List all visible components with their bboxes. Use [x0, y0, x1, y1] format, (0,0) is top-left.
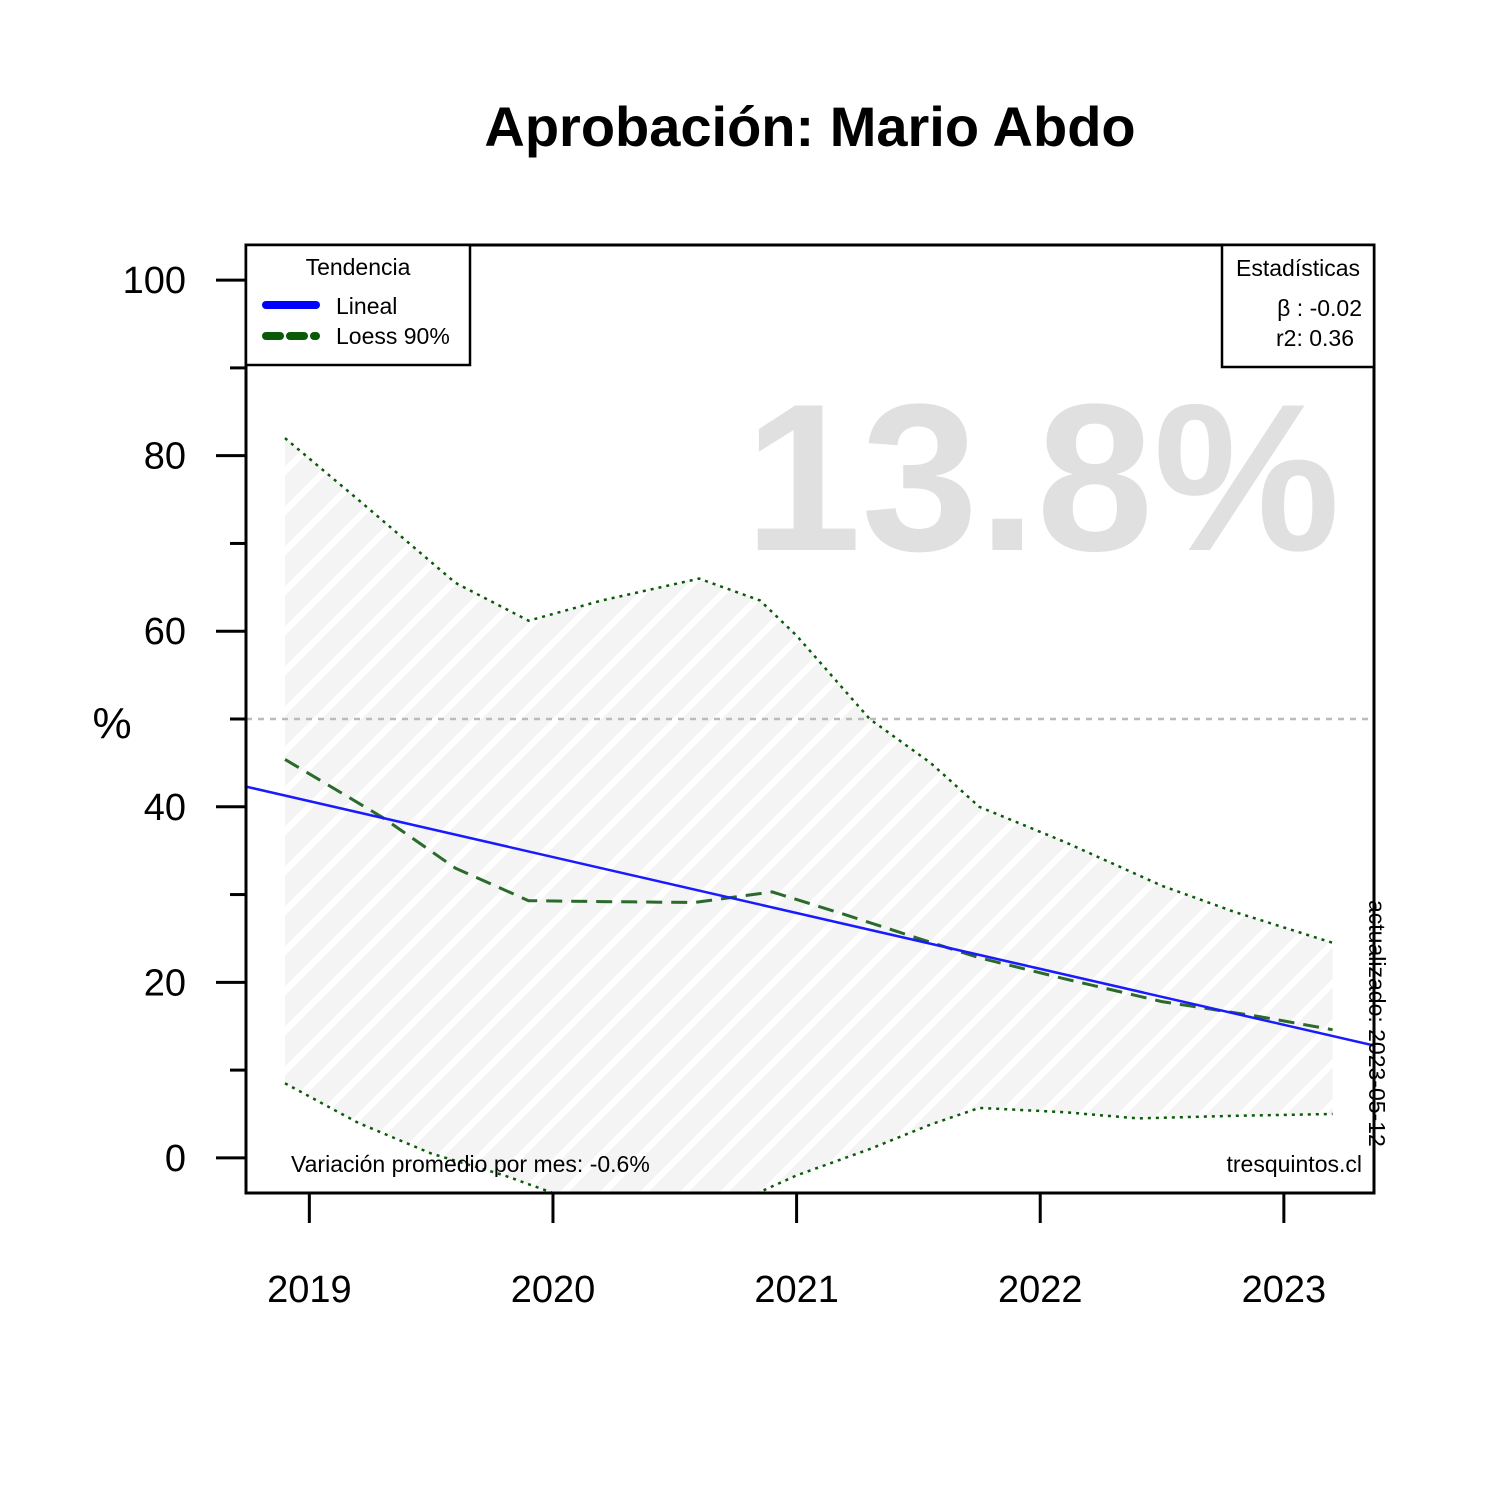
legend: Tendencia Lineal Loess 90%: [244, 243, 472, 367]
band-hatch-stripe: [0, 250, 6, 1250]
y-axis-label: %: [92, 699, 131, 748]
updated-date: actualizado: 2023-05-12: [1364, 900, 1390, 1147]
band-hatch-stripe: [0, 250, 126, 1250]
band-hatch-stripe: [398, 438, 1333, 1193]
series-loess-line: [284, 758, 1333, 1032]
series-linear-line: [246, 785, 1374, 1047]
footer-variation: Variación promedio por mes: -0.6%: [291, 1151, 650, 1177]
y-tick-label: 60: [144, 611, 186, 653]
band-hatch-stripe: [878, 438, 1333, 1193]
legend-title: Tendencia: [306, 254, 411, 280]
y-tick-label: 0: [165, 1138, 186, 1180]
band-hatch-stripe: [918, 438, 1333, 1193]
band-hatch-stripe: [285, 438, 334, 1193]
band-hatch-stripe: [1486, 250, 1500, 1250]
band-hatch-stripe: [285, 438, 934, 1193]
stats-r2: r2: 0.36: [1276, 325, 1354, 351]
y-axis: 0 20 40 60 80 100: [123, 260, 246, 1180]
x-tick-label: 2023: [1242, 1269, 1327, 1311]
band-hatch-stripe: [1118, 438, 1333, 1193]
band-hatch-stripe: [0, 250, 206, 1250]
band-hatch-stripe: [285, 438, 814, 1193]
band-hatch-stripe: [285, 438, 1254, 1193]
y-tick-label: 20: [144, 962, 186, 1004]
stats-box: Estadísticas β : -0.02 r2: 0.36: [1220, 243, 1376, 369]
band-hatch-stripe: [1078, 438, 1333, 1193]
band-hatch-stripe: [0, 250, 246, 1250]
x-axis: 2019 2020 2021 2022 2023: [267, 1193, 1326, 1311]
y-tick-label: 80: [144, 436, 186, 478]
legend-label-lineal: Lineal: [336, 293, 397, 319]
band-hatch-stripe: [285, 438, 854, 1193]
x-tick-label: 2020: [511, 1269, 596, 1311]
stats-title: Estadísticas: [1236, 255, 1360, 281]
band-hatch-stripe: [1038, 438, 1333, 1193]
band-hatch-stripe: [285, 438, 1094, 1193]
band-hatch-stripe: [838, 438, 1333, 1193]
band-hatch-stripe: [285, 438, 1214, 1193]
band-hatch-stripe: [998, 438, 1333, 1193]
band-lower-line: [284, 1082, 1333, 1193]
band-hatch-stripe: [285, 438, 1294, 1193]
band-hatch-stripe: [285, 438, 894, 1193]
band-hatch-stripe: [0, 250, 46, 1250]
band-hatch-stripe: [318, 438, 1333, 1193]
x-tick-label: 2022: [998, 1269, 1083, 1311]
y-tick-label: 40: [144, 787, 186, 829]
band-hatch-stripe: [285, 438, 1134, 1193]
band-hatch-stripe: [0, 250, 166, 1250]
band-hatch-stripe: [285, 438, 974, 1193]
band-hatch-stripe: [285, 438, 1054, 1193]
current-approval-value: 13.8%: [745, 360, 1340, 595]
legend-label-loess: Loess 90%: [336, 323, 450, 349]
band-hatch-stripe: [1406, 250, 1500, 1250]
stats-frame: [1220, 243, 1376, 369]
band-hatch-stripe: [358, 438, 1333, 1193]
x-tick-label: 2019: [267, 1269, 352, 1311]
band-hatch-stripe: [285, 438, 1174, 1193]
footer-source: tresquintos.cl: [1226, 1151, 1362, 1177]
band-hatch-stripe: [958, 438, 1333, 1193]
band-hatch-stripe: [0, 250, 86, 1250]
band-hatch-stripe: [1446, 250, 1500, 1250]
band-hatch-stripe: [285, 438, 1014, 1193]
band-hatch-stripe: [1318, 438, 1333, 1193]
y-tick-label: 100: [123, 260, 186, 302]
chart-title: Aprobación: Mario Abdo: [484, 95, 1135, 158]
band-hatch-stripe: [285, 438, 294, 1193]
stats-beta: β : -0.02: [1277, 295, 1362, 321]
x-tick-label: 2021: [754, 1269, 839, 1311]
